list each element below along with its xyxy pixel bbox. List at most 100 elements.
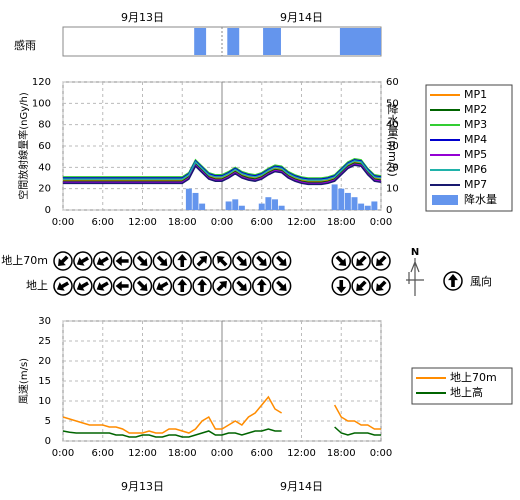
rain-bar: [278, 205, 285, 210]
y-tick-label: 5: [45, 416, 51, 427]
y-axis-label: 空間放射線量率(nGy/h): [17, 92, 30, 200]
arrow-glyph: [335, 255, 347, 266]
y2-axis-label: 降水量(mm/h): [386, 102, 399, 177]
legend-label: MP3: [464, 118, 487, 131]
legend-label: MP4: [464, 133, 487, 146]
series-line: [63, 161, 382, 182]
legend-label: 風向: [470, 274, 492, 288]
legend-label: MP1: [464, 88, 487, 101]
series-line: [63, 160, 382, 181]
wind-arrow: [371, 276, 391, 296]
y-tick-label: 0: [45, 205, 51, 216]
arrow-glyph: [115, 256, 129, 266]
arrow-glyph: [256, 279, 267, 292]
arrow-glyph: [115, 281, 129, 291]
rain-bar: [344, 192, 351, 210]
arrow-glyph: [197, 279, 208, 292]
wind-arrow: [93, 251, 113, 271]
rain-bar: [232, 199, 239, 210]
x-tick-label: 6:00: [92, 217, 114, 228]
wind-arrow: [271, 276, 292, 296]
arrow-glyph: [96, 256, 109, 266]
x-tick-label: 12:00: [128, 448, 157, 459]
y-tick-label: 80: [38, 120, 51, 131]
y-tick-label: 100: [32, 98, 51, 109]
y-tick-label: 10: [38, 396, 51, 407]
wind-arrow: [112, 276, 133, 296]
wind-arrow: [112, 251, 133, 271]
rain-bar: [358, 203, 365, 210]
arrow-glyph: [156, 255, 168, 266]
rain-bar: [272, 199, 278, 210]
legend-arrow: [443, 271, 463, 291]
wind-arrow: [371, 251, 391, 271]
rain-bar: [371, 201, 378, 210]
arrow-glyph: [236, 280, 247, 291]
row-label: 地上70m: [1, 254, 48, 267]
x-tick-label: 0:00: [52, 448, 74, 459]
arrow-glyph: [356, 280, 367, 291]
legend-frame: [425, 84, 513, 212]
legend-frame: [411, 367, 513, 405]
arrow-glyph: [448, 274, 458, 287]
wind-arrow: [331, 251, 351, 271]
arrow-glyph: [136, 255, 148, 266]
wind-arrow: [73, 251, 93, 271]
rain-bar: [265, 197, 272, 210]
series-line: [62, 426, 381, 438]
wind-arrow: [152, 276, 173, 296]
legend-label: 地上70m: [450, 371, 497, 384]
x-tick-label: 18:00: [168, 448, 197, 459]
compass: [406, 258, 424, 296]
series-line: [63, 162, 382, 184]
legend-label: MP7: [464, 178, 487, 191]
y2-tick-label: 60: [386, 77, 399, 88]
arrow-glyph: [217, 256, 228, 267]
rain-bar: [199, 203, 206, 210]
y2-tick-label: 50: [386, 98, 399, 109]
wind-arrow: [73, 276, 93, 296]
rain-bar: [258, 203, 265, 210]
date-label: 9月14日: [280, 11, 323, 24]
y-tick-label: 20: [38, 356, 51, 367]
legend-label: 降水量: [464, 192, 497, 206]
legend-swatch: [432, 195, 458, 205]
y2-tick-label: 0: [386, 205, 392, 216]
x-tick-label: 6:00: [251, 448, 273, 459]
arrow-glyph: [236, 255, 247, 266]
x-tick-label: 0:00: [52, 217, 74, 228]
wind-arrow: [252, 276, 272, 296]
date-label: 9月13日: [121, 11, 164, 24]
x-tick-label: 6:00: [251, 217, 273, 228]
series-line: [62, 395, 381, 434]
wind-arrow: [132, 276, 153, 296]
wind-arrow: [53, 251, 73, 271]
rain-interval: [227, 28, 240, 55]
arrow-glyph: [156, 281, 169, 291]
x-tick-label: 18:00: [168, 217, 197, 228]
y2-tick-label: 40: [386, 120, 399, 131]
y2-tick-label: 20: [386, 162, 399, 173]
arrow-glyph: [58, 255, 69, 266]
wind-arrow: [232, 251, 252, 271]
y-axis-label: 風速(m/s): [18, 358, 30, 404]
x-tick-label: 18:00: [327, 448, 356, 459]
rain-interval: [339, 28, 381, 55]
wind-arrow: [192, 276, 212, 296]
rain-bar: [238, 205, 245, 210]
arrow-glyph: [96, 281, 109, 291]
rain-bar: [331, 184, 338, 210]
wind-arrow: [331, 276, 351, 296]
arrow-glyph: [376, 255, 387, 266]
y-tick-label: 40: [38, 162, 51, 173]
y-tick-label: 20: [38, 184, 51, 195]
wind-arrow: [93, 276, 113, 296]
date-label: 9月14日: [280, 480, 323, 493]
x-tick-label: 18:00: [327, 217, 356, 228]
y2-tick-label: 30: [386, 141, 399, 152]
arrow-glyph: [76, 256, 89, 266]
arrow-glyph: [196, 256, 208, 267]
legend-label: MP5: [464, 148, 487, 161]
y-tick-label: 15: [38, 376, 51, 387]
